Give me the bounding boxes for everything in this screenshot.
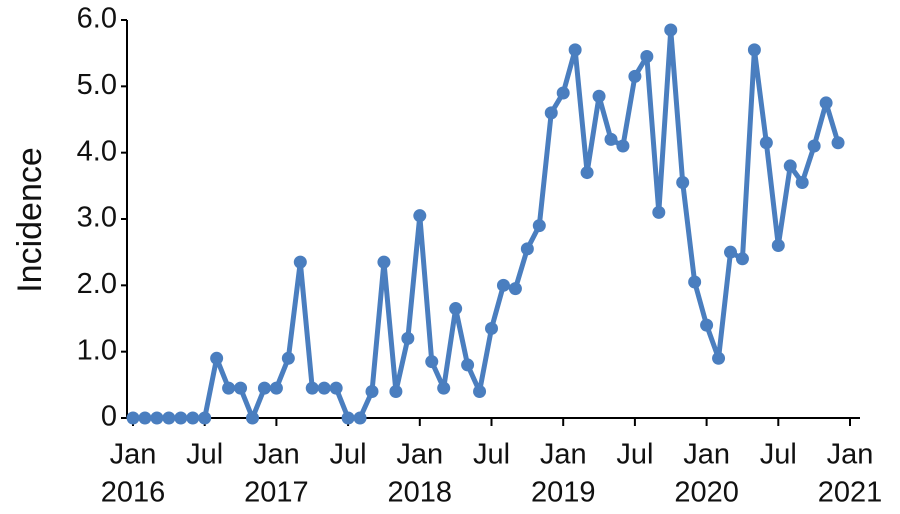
data-point (485, 321, 498, 335)
data-point (293, 255, 307, 269)
x-tick-year: 2016 (101, 477, 166, 509)
y-tick-label: 1.0 (77, 334, 117, 366)
x-tick-year: 2020 (674, 477, 739, 509)
x-tick-label: Jan (396, 439, 443, 471)
y-tick-label: 2.0 (77, 268, 117, 300)
data-point (759, 136, 773, 150)
data-point (712, 351, 726, 365)
data-point (496, 278, 510, 292)
x-tick-label: Jul (473, 439, 510, 471)
data-point (604, 132, 618, 146)
x-tick-label: Jan (540, 439, 587, 471)
data-point (616, 139, 630, 153)
x-tick-label: Jul (186, 439, 223, 471)
y-tick-label: 5.0 (77, 69, 117, 101)
x-tick-year: 2018 (388, 477, 453, 509)
data-point (807, 139, 821, 153)
x-tick-year: 2021 (818, 477, 883, 509)
y-axis-label: Incidence (11, 147, 49, 293)
data-point (449, 302, 463, 316)
data-point (532, 219, 546, 233)
data-point (317, 381, 331, 395)
data-point (592, 89, 606, 103)
data-point (257, 381, 271, 395)
data-point (305, 381, 319, 395)
data-point (568, 43, 582, 57)
data-point (329, 381, 343, 395)
data-point (652, 205, 666, 219)
x-tick-label: Jan (253, 439, 300, 471)
data-point (150, 411, 164, 425)
data-point (138, 411, 152, 425)
data-point (162, 411, 176, 425)
data-point (520, 242, 534, 256)
data-point (174, 411, 188, 425)
data-point (544, 106, 558, 120)
data-point (831, 136, 845, 150)
x-tick-label: Jan (683, 439, 730, 471)
data-point (771, 239, 785, 253)
data-point (246, 411, 259, 425)
x-tick-label: Jul (760, 439, 797, 471)
x-tick-year: 2017 (244, 477, 309, 509)
x-tick-label: Jul (330, 439, 367, 471)
data-point (389, 384, 403, 398)
data-point (210, 351, 224, 365)
data-point (413, 209, 427, 223)
data-point (425, 355, 439, 369)
y-tick-label: 3.0 (77, 202, 117, 234)
data-point (735, 252, 749, 266)
data-point (688, 275, 702, 289)
data-point (437, 381, 451, 395)
x-tick-year: 2019 (531, 477, 596, 509)
data-point (341, 411, 355, 425)
data-point (664, 23, 678, 37)
data-point (281, 351, 295, 365)
x-tick-label: Jan (110, 439, 157, 471)
data-point (269, 381, 283, 395)
data-point (186, 411, 200, 425)
data-point (473, 384, 487, 398)
data-point (353, 411, 367, 425)
x-tick-label: Jul (616, 439, 653, 471)
data-point (795, 176, 809, 190)
y-tick-label: 4.0 (77, 135, 117, 167)
data-point (676, 176, 690, 190)
data-point (724, 245, 737, 259)
series-line (133, 27, 841, 421)
data-point (700, 318, 714, 332)
data-point (640, 49, 654, 63)
data-point (747, 43, 761, 57)
y-tick-label: 6.0 (77, 3, 117, 35)
y-tick-label: 0 (101, 401, 117, 433)
data-point (819, 96, 833, 110)
data-point (365, 384, 379, 398)
data-point (234, 381, 248, 395)
data-point (628, 69, 642, 83)
data-point (126, 411, 140, 425)
data-point (508, 282, 522, 296)
data-point (783, 159, 797, 173)
data-point (198, 411, 212, 425)
data-point (222, 381, 236, 395)
data-point (461, 358, 475, 372)
x-tick-label: Jan (827, 439, 874, 471)
data-point (580, 166, 594, 180)
data-point (377, 255, 391, 269)
data-point (556, 86, 570, 100)
data-point (401, 331, 415, 345)
